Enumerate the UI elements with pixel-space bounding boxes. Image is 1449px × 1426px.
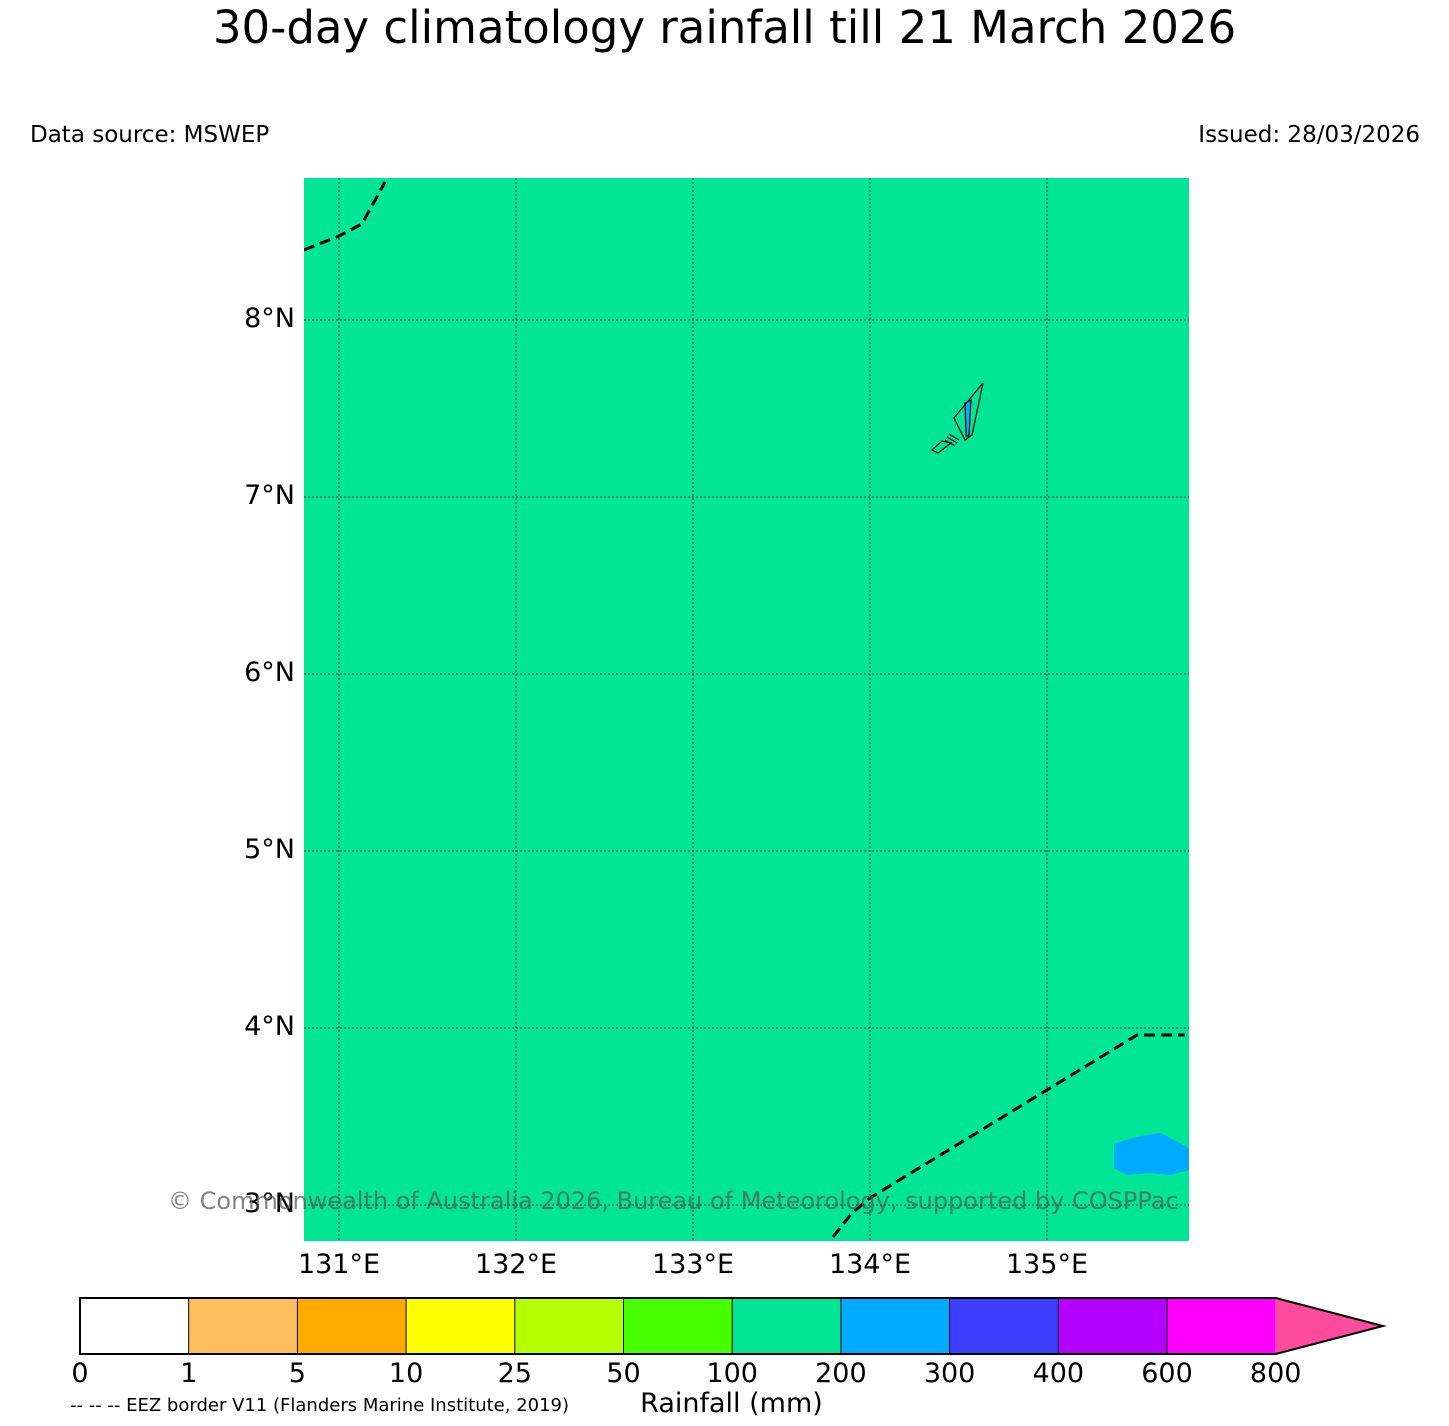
colorbar-extend-arrow bbox=[1275, 1298, 1383, 1354]
colorbar bbox=[79, 1297, 1387, 1355]
eez-legend-note: -- -- -- EEZ border V11 (Flanders Marine… bbox=[70, 1395, 570, 1416]
colorbar-tick-400: 400 bbox=[1032, 1358, 1085, 1389]
lon-label-134e: 134°E bbox=[828, 1249, 912, 1280]
colorbar-swatch-50-100 bbox=[623, 1298, 733, 1354]
colorbar-swatch-10-25 bbox=[406, 1298, 515, 1354]
colorbar-tick-200: 200 bbox=[815, 1358, 867, 1389]
colorbar-swatch-100-200 bbox=[732, 1298, 841, 1354]
colorbar-swatch-400-600 bbox=[1058, 1298, 1167, 1354]
colorbar-tick-300: 300 bbox=[923, 1358, 976, 1389]
lat-label-5n: 5°N bbox=[244, 834, 295, 865]
lon-label-131e: 131°E bbox=[297, 1249, 381, 1280]
issued-date-label: Issued: 28/03/2026 bbox=[1198, 122, 1420, 148]
lon-label-135e: 135°E bbox=[1005, 1249, 1089, 1280]
colorbar-swatch-1-5 bbox=[188, 1298, 298, 1354]
colorbar-swatch-0-1 bbox=[80, 1298, 189, 1354]
lat-label-6n: 6°N bbox=[244, 657, 295, 688]
island-outline bbox=[930, 382, 984, 454]
colorbar-outline bbox=[79, 1297, 1387, 1355]
map-title: 30-day climatology rainfall till 21 Marc… bbox=[212, 1, 1237, 54]
colorbar-swatch-5-10 bbox=[297, 1298, 407, 1354]
colorbar-tick-0: 0 bbox=[71, 1358, 89, 1389]
rainfall-map bbox=[304, 178, 1189, 1241]
rainfall-patch-200-300 bbox=[1114, 1133, 1189, 1175]
colorbar-tick-25: 25 bbox=[497, 1358, 532, 1389]
colorbar-tick-800: 800 bbox=[1249, 1358, 1302, 1389]
colorbar-dividers bbox=[188, 1298, 1168, 1354]
colorbar-tick-600: 600 bbox=[1141, 1358, 1193, 1389]
colorbar-swatch-300-400 bbox=[949, 1298, 1059, 1354]
graticule bbox=[304, 178, 1189, 1241]
lat-label-4n: 4°N bbox=[244, 1011, 295, 1042]
data-source-label: Data source: MSWEP bbox=[30, 122, 270, 148]
lat-label-7n: 7°N bbox=[244, 480, 295, 511]
copyright-notice: © Commonwealth of Australia 2026, Bureau… bbox=[168, 1187, 1179, 1215]
colorbar-swatch-600-800 bbox=[1167, 1298, 1276, 1354]
eez-border bbox=[304, 181, 1185, 1238]
colorbar-label: Rainfall (mm) bbox=[640, 1388, 823, 1419]
colorbar-tick-1: 1 bbox=[180, 1358, 198, 1389]
colorbar-swatch-25-50 bbox=[514, 1298, 624, 1354]
colorbar-tick-5: 5 bbox=[288, 1358, 306, 1389]
colorbar-tick-10: 10 bbox=[388, 1358, 424, 1389]
lon-label-133e: 133°E bbox=[651, 1249, 735, 1280]
lat-label-8n: 8°N bbox=[244, 303, 295, 334]
colorbar-swatch-200-300 bbox=[840, 1298, 950, 1354]
map-canvas bbox=[304, 178, 1189, 1241]
lon-label-132e: 132°E bbox=[474, 1249, 558, 1280]
colorbar-tick-50: 50 bbox=[606, 1358, 641, 1389]
lat-label-3n: 3°N bbox=[244, 1188, 295, 1219]
colorbar-tick-100: 100 bbox=[706, 1358, 758, 1389]
